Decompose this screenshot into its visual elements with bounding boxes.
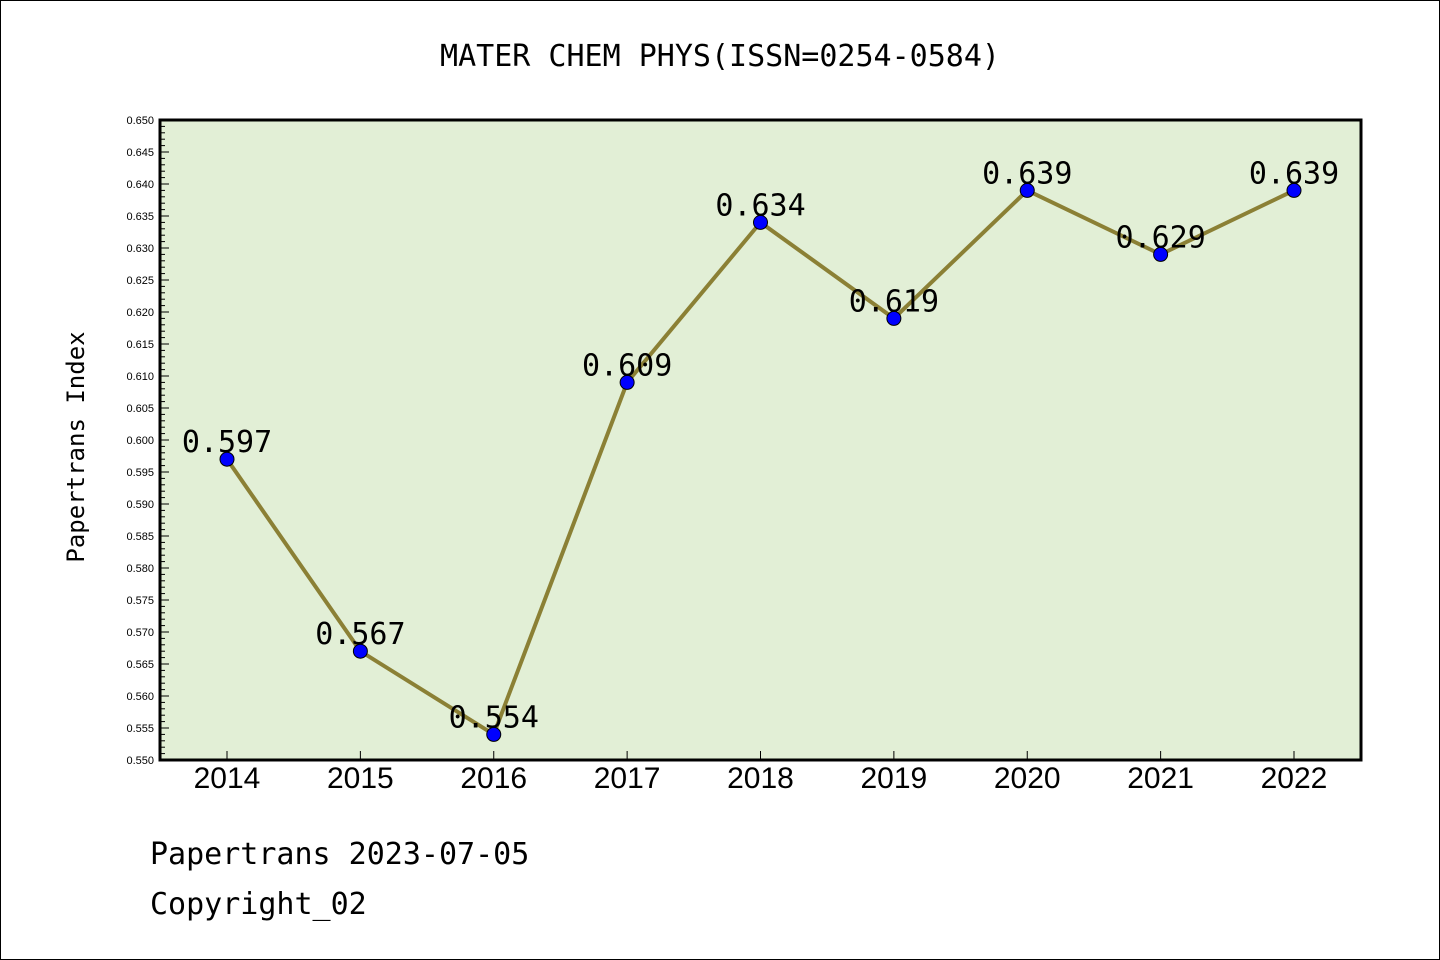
y-tick-label: 0.600 <box>126 435 154 447</box>
y-tick-label: 0.570 <box>126 627 154 639</box>
y-tick-label: 0.555 <box>126 723 154 735</box>
data-label: 0.619 <box>849 284 939 319</box>
y-tick-label: 0.590 <box>126 499 154 511</box>
y-tick-label: 0.650 <box>126 115 154 127</box>
data-label: 0.567 <box>315 617 405 652</box>
x-tick-label: 2014 <box>194 762 261 795</box>
data-point <box>619 374 635 390</box>
data-label: 0.639 <box>982 156 1072 191</box>
footer-copyright: Copyright_02 <box>150 887 367 922</box>
y-tick-label: 0.630 <box>126 243 154 255</box>
y-tick-label: 0.585 <box>126 531 154 543</box>
y-tick-label: 0.575 <box>126 595 154 607</box>
data-point <box>753 214 768 230</box>
x-tick-label: 2022 <box>1261 762 1328 795</box>
data-point <box>886 310 902 326</box>
data-label: 0.609 <box>582 348 672 383</box>
chart-title: MATER CHEM PHYS(ISSN=0254-0584) <box>440 39 1000 74</box>
x-tick-label: 2019 <box>861 762 928 795</box>
y-tick-label: 0.595 <box>126 467 154 479</box>
x-tick-label: 2017 <box>594 762 661 795</box>
x-tick-label: 2018 <box>727 762 794 795</box>
x-tick-label: 2016 <box>460 762 527 795</box>
y-tick-label: 0.580 <box>126 563 154 575</box>
y-tick-label: 0.605 <box>126 403 154 415</box>
y-tick-label: 0.610 <box>126 371 154 383</box>
data-label: 0.629 <box>1115 220 1205 255</box>
x-tick-label: 2020 <box>994 762 1061 795</box>
data-label: 0.639 <box>1249 156 1339 191</box>
y-tick-label: 0.560 <box>126 691 154 703</box>
data-point <box>486 726 502 742</box>
data-label: 0.554 <box>449 700 539 735</box>
y-tick-label: 0.645 <box>126 147 154 159</box>
data-point <box>219 451 235 467</box>
y-tick-label: 0.565 <box>126 659 154 671</box>
y-tick-label: 0.625 <box>126 275 154 287</box>
data-point <box>1153 246 1169 262</box>
data-label: 0.634 <box>715 188 805 223</box>
y-tick-label: 0.550 <box>126 755 154 767</box>
y-tick-label: 0.615 <box>126 339 154 351</box>
data-point <box>1286 182 1302 198</box>
plot-border <box>158 118 1363 762</box>
x-axis-ticks: 2014 2015 2016 2017 2018 2019 2020 2021 2022 <box>194 751 1328 795</box>
series-layer: 0.597 0.567 0.554 0.609 0.634 0.619 0.639 0.629… <box>182 156 1339 742</box>
y-tick-label: 0.620 <box>126 307 154 319</box>
y-tick-label: 0.635 <box>126 211 154 223</box>
data-point <box>352 643 368 659</box>
data-point <box>1019 182 1035 198</box>
y-tick-label: 0.640 <box>126 179 154 191</box>
x-tick-label: 2015 <box>327 762 394 795</box>
data-label: 0.597 <box>182 425 272 460</box>
x-tick-label: 2021 <box>1127 762 1194 795</box>
footer-date: Papertrans 2023-07-05 <box>150 837 529 872</box>
y-axis-label: Papertrans Index <box>62 331 90 562</box>
